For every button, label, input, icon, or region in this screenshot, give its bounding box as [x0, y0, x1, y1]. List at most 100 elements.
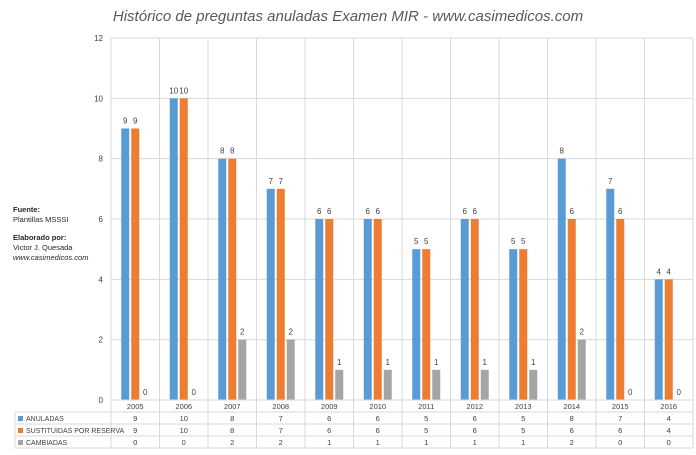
legend-label: CAMBIADAS [26, 440, 68, 447]
x-tick-label: 2005 [127, 402, 144, 411]
bar [315, 219, 324, 400]
data-label: 4 [667, 267, 672, 276]
data-label: 1 [483, 358, 488, 367]
table-cell: 8 [570, 414, 574, 423]
bar [529, 369, 538, 400]
bar [606, 188, 615, 400]
source-value: Plantillas MSSSI [13, 215, 69, 224]
bar [335, 369, 344, 400]
bar [325, 219, 334, 400]
x-tick-label: 2015 [612, 402, 629, 411]
bar [266, 188, 275, 400]
bar [363, 219, 372, 400]
x-tick-label: 2010 [369, 402, 386, 411]
data-label: 6 [366, 207, 371, 216]
data-label: 8 [230, 147, 235, 156]
table-cell: 5 [521, 414, 525, 423]
table-cell: 5 [424, 426, 428, 435]
data-label: 5 [511, 237, 516, 246]
table-cell: 6 [473, 426, 477, 435]
x-tick-label: 2016 [660, 402, 677, 411]
data-label: 5 [521, 237, 526, 246]
data-label: 4 [657, 267, 662, 276]
data-label: 1 [531, 358, 536, 367]
data-label: 2 [289, 328, 294, 337]
data-label: 6 [317, 207, 322, 216]
data-label: 7 [279, 177, 284, 186]
table-cell: 6 [376, 426, 380, 435]
x-tick-label: 2009 [321, 402, 338, 411]
bar [412, 249, 421, 400]
data-label: 6 [570, 207, 575, 216]
table-cell: 1 [521, 438, 525, 447]
data-label: 0 [143, 388, 148, 397]
data-label: 8 [560, 147, 565, 156]
data-label: 6 [327, 207, 332, 216]
data-label: 6 [376, 207, 381, 216]
legend-label: SUSTITUIDAS POR RESERVA [26, 428, 124, 435]
table-cell: 7 [279, 414, 283, 423]
bar [654, 279, 663, 400]
data-label: 8 [220, 147, 225, 156]
table-cell: 6 [376, 414, 380, 423]
table-cell: 8 [230, 414, 234, 423]
data-label: 10 [169, 86, 178, 95]
legend-label: ANULADAS [26, 416, 64, 423]
table-cell: 6 [570, 426, 574, 435]
data-label: 5 [414, 237, 419, 246]
table-cell: 1 [376, 438, 380, 447]
data-label: 6 [618, 207, 623, 216]
bar [460, 219, 469, 400]
table-cell: 10 [180, 414, 188, 423]
table-cell: 0 [618, 438, 622, 447]
y-tick-label: 10 [94, 94, 103, 103]
table-cell: 8 [230, 426, 234, 435]
table-cell: 2 [570, 438, 574, 447]
x-tick-label: 2006 [175, 402, 192, 411]
table-cell: 1 [473, 438, 477, 447]
table-cell: 0 [667, 438, 671, 447]
table-cell: 1 [424, 438, 428, 447]
y-tick-label: 0 [99, 396, 104, 405]
bar [422, 249, 431, 400]
author-note: Elaborado por: Victor J. Quesada www.cas… [13, 233, 88, 263]
y-tick-label: 12 [94, 34, 103, 43]
data-label: 0 [677, 388, 682, 397]
data-label: 7 [608, 177, 613, 186]
bar [121, 128, 130, 400]
chart-title: Histórico de preguntas anuladas Examen M… [112, 8, 584, 25]
table-cell: 5 [424, 414, 428, 423]
bar [383, 369, 392, 400]
data-label: 0 [628, 388, 633, 397]
bar [373, 219, 382, 400]
x-tick-label: 2008 [272, 402, 289, 411]
data-label: 6 [463, 207, 468, 216]
table-cell: 10 [180, 426, 188, 435]
table-cell: 7 [618, 414, 622, 423]
x-tick-label: 2011 [418, 402, 434, 411]
data-label: 2 [240, 328, 245, 337]
data-label: 1 [386, 358, 391, 367]
data-label: 9 [123, 117, 128, 126]
legend-swatch [18, 416, 23, 421]
bar [519, 249, 528, 400]
y-tick-label: 4 [99, 275, 104, 284]
x-tick-label: 2012 [466, 402, 483, 411]
bar [616, 219, 625, 400]
legend-swatch [18, 440, 23, 445]
table-cell: 9 [133, 414, 137, 423]
table-cell: 7 [279, 426, 283, 435]
y-tick-label: 2 [99, 336, 104, 345]
data-label: 5 [424, 237, 429, 246]
data-label: 0 [192, 388, 197, 397]
data-label: 1 [434, 358, 439, 367]
table-cell: 0 [133, 438, 137, 447]
data-label: 9 [133, 117, 138, 126]
y-tick-label: 6 [99, 215, 104, 224]
author-name: Victor J. Quesada [13, 243, 73, 252]
table-cell: 6 [473, 414, 477, 423]
bar [557, 158, 566, 400]
bar [432, 369, 441, 400]
